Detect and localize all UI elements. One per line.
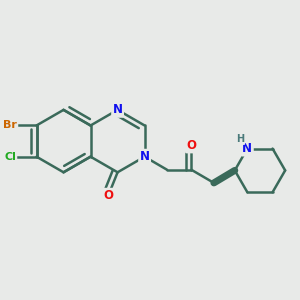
Text: O: O (186, 139, 197, 152)
Text: N: N (140, 150, 150, 163)
Text: N: N (242, 142, 252, 155)
Text: H: H (236, 134, 244, 144)
Text: N: N (112, 103, 123, 116)
Text: Cl: Cl (4, 152, 16, 162)
Text: Br: Br (3, 121, 17, 130)
Text: O: O (103, 189, 113, 202)
